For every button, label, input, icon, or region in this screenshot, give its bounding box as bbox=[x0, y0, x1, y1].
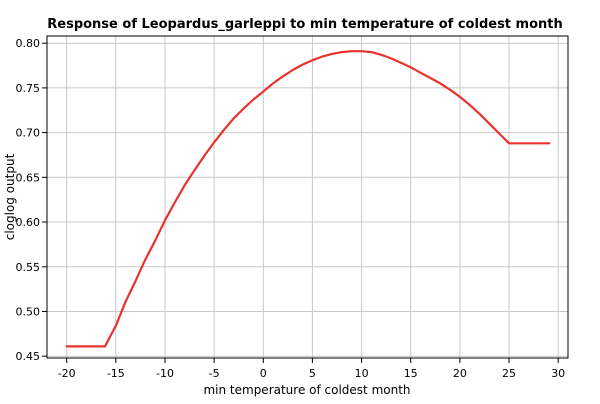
y-tick-label: 0.60 bbox=[16, 216, 41, 229]
axis-ticks: -20 -15 -10 -5 0 5 10 15 20 25 30 0.45 0.50 0.55 0.60 0… bbox=[16, 37, 566, 380]
x-tick-label: 15 bbox=[404, 367, 418, 380]
x-axis-label: min temperature of coldest month bbox=[203, 383, 410, 397]
y-tick-label: 0.75 bbox=[16, 82, 41, 95]
x-tick-label: 5 bbox=[309, 367, 316, 380]
x-tick-label: 10 bbox=[355, 367, 369, 380]
plot-area bbox=[46, 35, 569, 359]
x-tick-label: 0 bbox=[260, 367, 267, 380]
y-tick-label: 0.80 bbox=[16, 37, 41, 50]
y-tick-label: 0.50 bbox=[16, 306, 41, 319]
y-tick-label: 0.65 bbox=[16, 171, 41, 184]
x-tick-label: 20 bbox=[453, 367, 467, 380]
series-layer bbox=[65, 50, 551, 348]
x-tick-label: 30 bbox=[551, 367, 565, 380]
y-tick-label: 0.45 bbox=[16, 350, 41, 363]
x-tick-label: -20 bbox=[58, 367, 76, 380]
chart-title: Response of Leopardus_garleppi to min te… bbox=[47, 17, 563, 32]
grid-layer bbox=[47, 36, 568, 358]
y-tick-label: 0.70 bbox=[16, 127, 41, 140]
x-tick-label: -10 bbox=[156, 367, 174, 380]
y-axis-label: cloglog output bbox=[3, 153, 17, 240]
y-tick-label: 0.55 bbox=[16, 261, 41, 274]
x-tick-label: -5 bbox=[209, 367, 220, 380]
response-curve bbox=[65, 50, 551, 348]
x-tick-label: 25 bbox=[502, 367, 516, 380]
x-tick-label: -15 bbox=[107, 367, 125, 380]
